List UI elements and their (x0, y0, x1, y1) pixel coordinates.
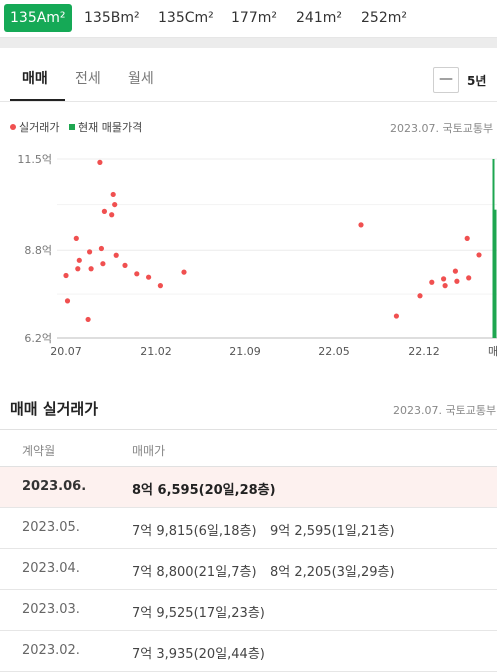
header-price: 매매가 (132, 444, 166, 458)
legend-actual-label: 실거래가 (19, 121, 60, 134)
row-deal-price: 8억 6,595(20일,28층) (132, 483, 276, 498)
transaction-point (76, 257, 82, 263)
x-tick-label: 22.05 (318, 345, 350, 358)
row-deal-price: 7억 3,935(20일,44층) (132, 647, 265, 662)
transaction-point (75, 266, 81, 272)
y-tick-label: 11.5억 (17, 153, 52, 166)
transaction-point (452, 268, 458, 274)
row-deal-price: 7억 8,800(21일,7층) (132, 565, 257, 580)
chart-source: 2023.07. 국토교통부 (390, 122, 494, 135)
price-scatter-chart: 11.5억 8.8억 6.2억 20.07 21.02 21.09 22.05 22.12 매 (17, 153, 497, 358)
x-tick-label: 21.02 (140, 345, 172, 358)
period-label: 5년 (467, 74, 487, 88)
transaction-point (441, 276, 447, 282)
table-source: 2023.07. 국토교통부 (393, 404, 497, 417)
transaction-point (112, 201, 118, 208)
row-month: 2023.04. (22, 561, 80, 576)
active-tab-underline (10, 99, 65, 101)
transaction-point (110, 191, 116, 198)
transaction-point (98, 245, 104, 252)
chart-legend: 실거래가 현재 매물가격 (10, 119, 148, 135)
tab-monthly-rent[interactable]: 월세 (128, 71, 154, 87)
transaction-point (97, 159, 103, 165)
transaction-point (393, 313, 399, 319)
transaction-point (134, 271, 140, 277)
transaction-point (101, 208, 107, 214)
deal-type-tabs: 매매 전세 월세 (0, 56, 497, 102)
table-row[interactable]: 2023.03. 7억 9,525(17일,23층) (0, 590, 497, 631)
transaction-point (63, 272, 69, 279)
row-month: 2023.06. (22, 479, 87, 494)
transaction-point (73, 235, 79, 241)
size-tab-135c[interactable]: 135Cm² (158, 10, 214, 26)
header-month: 계약월 (22, 444, 56, 458)
transaction-point (100, 261, 106, 267)
transaction-point (88, 266, 94, 272)
transaction-point (464, 235, 470, 241)
row-month: 2023.05. (22, 520, 80, 535)
row-deal-price: 7억 9,525(17일,23층) (132, 606, 265, 621)
listing-price-bar (494, 209, 497, 338)
area-size-tabs: 135Am² 135Bm² 135Cm² 177m² 241m² 252m² (0, 0, 497, 38)
transaction-point (417, 293, 423, 299)
y-tick-label: 6.2억 (24, 332, 52, 345)
size-tab-177[interactable]: 177m² (231, 10, 277, 26)
size-tab-135a[interactable]: 135Am² (4, 4, 72, 32)
transaction-point (85, 316, 91, 323)
row-deal-price: 9억 2,595(1일,21층) (270, 524, 395, 539)
table-row[interactable]: 2023.04. 7억 8,800(21일,7층) 8억 2,205(3일,29층) (0, 549, 497, 590)
transaction-point (87, 249, 93, 255)
transaction-point (466, 275, 472, 281)
x-tick-label: 21.09 (229, 345, 261, 358)
row-month: 2023.02. (22, 643, 80, 658)
transaction-point (358, 222, 364, 228)
tab-jeonse[interactable]: 전세 (75, 71, 101, 87)
table-row[interactable]: 2023.06. 8억 6,595(20일,28층) (0, 467, 497, 508)
tab-sale[interactable]: 매매 (22, 71, 48, 87)
legend-listing: 현재 매물가격 (68, 119, 143, 135)
legend-actual: 실거래가 (10, 119, 59, 135)
transaction-point (476, 252, 482, 258)
transaction-point (181, 269, 187, 275)
transaction-point (146, 274, 152, 280)
transaction-point (113, 252, 119, 258)
listing-price-bar (492, 159, 495, 338)
x-tick-label: 20.07 (50, 345, 82, 358)
period-minus-button[interactable]: — (433, 67, 459, 93)
size-tab-252[interactable]: 252m² (361, 10, 407, 26)
table-row[interactable]: 2023.02. 7억 3,935(20일,44층) (0, 631, 497, 672)
legend-listing-label: 현재 매물가격 (77, 121, 143, 134)
section-divider (0, 38, 497, 48)
transaction-point (157, 283, 163, 289)
section-title: 매매 실거래가 (10, 400, 99, 418)
transaction-point (442, 283, 448, 289)
transaction-point (122, 262, 128, 268)
transaction-point (109, 212, 115, 218)
table-row[interactable]: 2023.05. 7억 9,815(6일,18층) 9억 2,595(1일,21층) (0, 508, 497, 549)
x-tick-label: 매 (488, 345, 497, 358)
transaction-point (64, 298, 71, 304)
listing-square-icon (68, 124, 75, 130)
transaction-point (429, 279, 435, 285)
table-header: 계약월 매매가 (0, 429, 497, 467)
row-month: 2023.03. (22, 602, 80, 617)
actual-dot-icon (10, 124, 16, 130)
row-deal-price: 7억 9,815(6일,18층) (132, 524, 257, 539)
size-tab-135b[interactable]: 135Bm² (84, 10, 140, 26)
size-tab-241[interactable]: 241m² (296, 10, 342, 26)
transaction-point (454, 278, 460, 284)
row-deal-price: 8억 2,205(3일,29층) (270, 565, 395, 580)
x-tick-label: 22.12 (408, 345, 440, 358)
y-tick-label: 8.8억 (24, 244, 52, 257)
